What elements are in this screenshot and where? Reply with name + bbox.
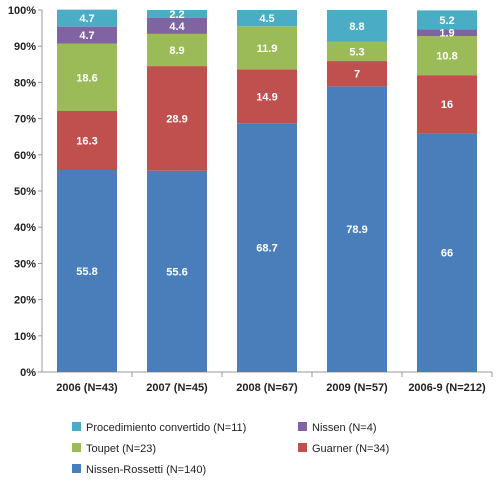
y-tick-label: 80% xyxy=(14,77,36,89)
bar-segment xyxy=(417,29,477,37)
y-tick-label: 60% xyxy=(14,150,36,162)
data-label: 8.8 xyxy=(349,21,364,33)
legend-swatch xyxy=(298,422,307,431)
data-label: 66 xyxy=(441,248,453,260)
legend-label: Nissen-Rossetti (N=140) xyxy=(86,464,206,476)
legend-label: Toupet (N=23) xyxy=(86,443,156,455)
bar-segment xyxy=(417,75,477,134)
bar-segment xyxy=(417,133,477,372)
y-tick-label: 90% xyxy=(14,41,36,53)
data-label: 4.4 xyxy=(169,21,185,33)
y-tick-label: 100% xyxy=(8,5,36,17)
bar-segment xyxy=(57,26,117,44)
bar-segment xyxy=(147,17,207,34)
y-tick-label: 30% xyxy=(14,258,36,270)
legend-swatch xyxy=(72,422,81,431)
bar-segment xyxy=(57,170,117,372)
legend: Procedimiento convertido (N=11) Nissen (N… xyxy=(72,422,389,476)
data-label: 4.7 xyxy=(79,30,94,42)
bar-segment xyxy=(147,10,207,18)
data-label: 5.2 xyxy=(439,15,454,27)
data-label: 78.9 xyxy=(346,224,367,236)
axes: 0% 10% 20% 30% 40% 50% 60% 70% 80% 90% 100% 2006 (N… xyxy=(8,5,493,394)
y-tick-label: 0% xyxy=(20,367,36,379)
data-labels: 55.8 16.3 18.6 4.7 4.7 55.6 28.9 8.9 4.42.2 68.7 1… xyxy=(76,9,457,278)
y-tick-label: 10% xyxy=(14,331,36,343)
legend-swatch xyxy=(72,464,81,473)
data-label: 14.9 xyxy=(256,91,277,103)
bar-segment xyxy=(57,9,117,27)
data-label: 5.3 xyxy=(349,46,364,58)
data-label: 68.7 xyxy=(256,243,277,255)
bar-segment xyxy=(417,36,477,76)
x-tick-label: 2007 (N=45) xyxy=(146,382,208,394)
bar-segment xyxy=(327,61,387,87)
data-label: 16.3 xyxy=(76,136,97,148)
data-label: 4.5 xyxy=(259,13,274,25)
bar-segment xyxy=(147,170,207,372)
bar-segment xyxy=(417,10,477,30)
data-label: 2.2 xyxy=(169,9,184,21)
x-tick-label: 2006 (N=43) xyxy=(56,382,118,394)
legend-swatch xyxy=(72,443,81,452)
legend-label: Guarner (N=34) xyxy=(312,443,389,455)
x-tick-label: 2008 (N=67) xyxy=(236,382,298,394)
legend-swatch xyxy=(298,443,307,452)
y-tick-label: 50% xyxy=(14,186,36,198)
legend-label: Procedimiento convertido (N=11) xyxy=(86,422,246,434)
data-label: 16 xyxy=(441,99,453,111)
bar-segment xyxy=(327,10,387,42)
data-label: 10.8 xyxy=(436,51,457,63)
bar-segment xyxy=(147,66,207,171)
bars xyxy=(57,9,477,372)
data-label: 4.7 xyxy=(79,13,94,25)
data-label: 18.6 xyxy=(76,72,97,84)
x-tick-label: 2006-9 (N=212) xyxy=(408,382,486,394)
y-tick-label: 40% xyxy=(14,222,36,234)
data-label: 11.9 xyxy=(257,43,278,55)
legend-label: Nissen (N=4) xyxy=(312,422,377,434)
bar-segment xyxy=(57,43,117,111)
bar-segment xyxy=(57,110,117,171)
data-label: 55.6 xyxy=(166,266,187,278)
data-label: 55.8 xyxy=(76,266,97,278)
bar-segment xyxy=(237,69,297,124)
data-label: 8.9 xyxy=(169,45,184,57)
bar-segment xyxy=(327,86,387,372)
bar-segment xyxy=(327,41,387,62)
data-label: 1.9 xyxy=(439,28,454,40)
data-label: 7 xyxy=(354,69,360,81)
data-label: 28.9 xyxy=(166,113,187,125)
bar-segment xyxy=(237,26,297,70)
y-tick-label: 20% xyxy=(14,295,36,307)
bar-segment xyxy=(147,33,207,67)
x-tick-label: 2009 (N=57) xyxy=(326,382,388,394)
bar-segment xyxy=(237,10,297,27)
y-tick-label: 70% xyxy=(14,114,36,126)
bar-segment xyxy=(237,123,297,372)
